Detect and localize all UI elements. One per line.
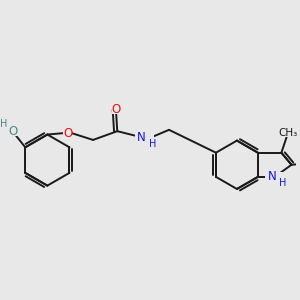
Bar — [8, 127, 19, 136]
Text: H: H — [149, 139, 157, 149]
Bar — [278, 128, 298, 137]
Text: N: N — [268, 170, 276, 183]
Bar — [63, 129, 72, 138]
Text: H: H — [0, 119, 8, 130]
Text: O: O — [8, 125, 18, 138]
Text: N: N — [137, 131, 146, 144]
Bar — [112, 105, 120, 114]
Bar — [135, 133, 154, 143]
Text: CH₃: CH₃ — [278, 128, 298, 137]
Text: O: O — [63, 127, 72, 140]
Bar — [265, 172, 284, 182]
Text: O: O — [111, 103, 121, 116]
Text: H: H — [279, 178, 286, 188]
